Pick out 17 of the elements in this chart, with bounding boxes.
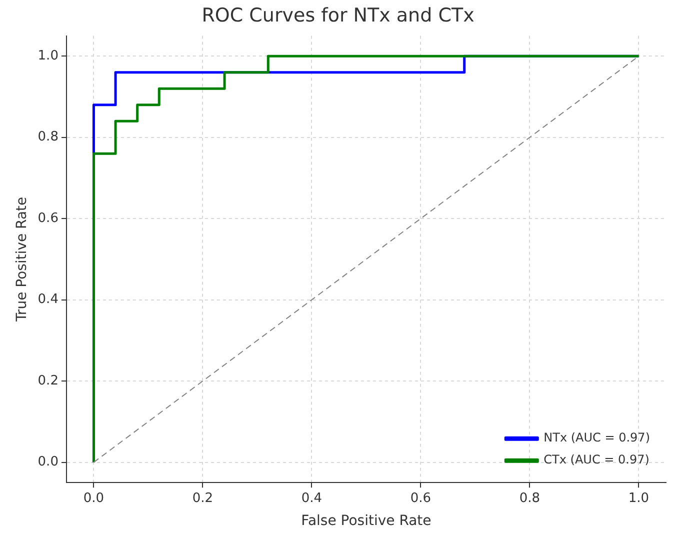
x-tick-label: 1.0 — [628, 490, 650, 506]
y-axis-title: True Positive Rate — [14, 196, 30, 323]
chart-title: ROC Curves for NTx and CTx — [202, 4, 474, 26]
x-axis-title: False Positive Rate — [301, 513, 432, 530]
x-tick-label: 0.0 — [83, 490, 104, 506]
x-tick-label: 0.6 — [410, 490, 432, 506]
legend-label: CTx (AUC = 0.97) — [544, 452, 650, 467]
x-tick-label: 0.2 — [192, 490, 214, 506]
y-tick-label: 0.8 — [38, 130, 58, 145]
x-tick-label: 0.8 — [519, 490, 540, 506]
y-tick-label: 0.0 — [38, 454, 58, 470]
y-tick-label: 0.6 — [38, 210, 58, 226]
y-tick-label: 0.2 — [38, 373, 58, 388]
x-tick-label: 0.4 — [301, 490, 322, 506]
y-tick-label: 0.4 — [38, 292, 58, 308]
legend-label: NTx (AUC = 0.97) — [544, 430, 650, 445]
y-tick-label: 1.0 — [38, 48, 58, 64]
